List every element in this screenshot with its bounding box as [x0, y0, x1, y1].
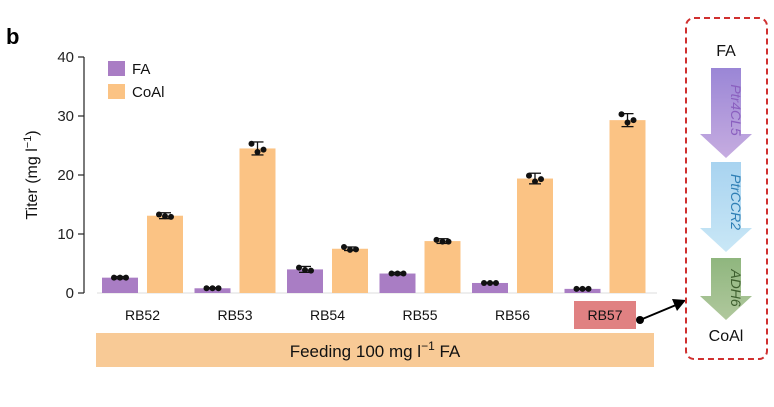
- replicate-point: [248, 140, 255, 147]
- replicate-point: [400, 270, 407, 277]
- replicate-point: [168, 213, 174, 220]
- category-label-rb52: RB52: [125, 307, 160, 323]
- replicate-point: [388, 270, 395, 277]
- feeding-label-sup: −1: [421, 339, 435, 353]
- category-label-rb55: RB55: [402, 307, 437, 323]
- connector-arrowhead: [672, 299, 686, 311]
- y-tick-label: 40: [57, 49, 74, 66]
- bar-coal-rb52: [147, 215, 183, 293]
- highlight-box-rb57: [574, 301, 636, 329]
- replicate-point: [353, 246, 359, 253]
- bar-fa-rb55: [379, 273, 416, 293]
- replicate-point: [433, 236, 440, 243]
- connector-line: [639, 304, 677, 321]
- replicate-point: [526, 172, 532, 179]
- y-axis-title: Titer (mg l−1): [22, 130, 41, 219]
- bar-fa-rb52: [102, 277, 138, 293]
- feeding-band: [96, 333, 654, 367]
- y-tick-label: 0: [66, 285, 74, 302]
- bar-coal-rb55: [424, 241, 461, 293]
- category-label-rb53: RB53: [217, 307, 252, 323]
- replicate-point: [347, 246, 353, 253]
- replicate-point: [579, 285, 586, 292]
- pathway-substrate: FA: [716, 43, 736, 60]
- replicate-point: [618, 111, 625, 118]
- y-tick-label: 30: [57, 108, 74, 125]
- axes: 0 10 20 30 40: [57, 49, 657, 302]
- replicate-point: [445, 238, 452, 245]
- legend-label-coal: CoAl: [132, 84, 165, 101]
- replicate-point: [296, 264, 302, 271]
- replicate-point: [585, 285, 592, 292]
- bar-coal-rb56: [517, 178, 553, 293]
- legend-label-fa: FA: [132, 61, 150, 78]
- pathway-arrow-2: [700, 162, 752, 252]
- pathway-arrow-3: [700, 258, 752, 320]
- bars: [102, 120, 646, 293]
- pathway-step-3: ADH6: [700, 258, 752, 320]
- replicate-point: [573, 285, 580, 292]
- legend: FA CoAl: [108, 61, 165, 101]
- category-label-rb56: RB56: [495, 307, 530, 323]
- bar-coal-rb53: [239, 148, 276, 293]
- replicate-point: [538, 176, 544, 183]
- replicate-point: [532, 178, 538, 185]
- replicate-point: [209, 285, 216, 292]
- replicate-point: [203, 285, 210, 292]
- replicate-point: [260, 146, 267, 153]
- replicate-point: [123, 274, 129, 281]
- y-axis-title-end: ): [24, 130, 41, 135]
- pathway-product: CoAl: [709, 328, 744, 345]
- pathway-step-2: PtrCCR2: [700, 162, 752, 252]
- replicate-point: [394, 270, 401, 277]
- feeding-label-main: Feeding 100 mg l: [290, 342, 421, 361]
- replicate-point: [624, 119, 631, 126]
- replicate-point: [111, 274, 117, 281]
- panel-label: b: [6, 24, 19, 49]
- replicate-point: [439, 238, 446, 245]
- pathway-step-1: Ptr4CL5: [700, 68, 752, 158]
- y-tick-label: 10: [57, 226, 74, 243]
- category-label-rb54: RB54: [310, 307, 345, 323]
- y-tick-label: 20: [57, 167, 74, 184]
- feeding-label: Feeding 100 mg l−1 FA: [290, 339, 461, 361]
- replicate-point: [302, 266, 308, 273]
- feeding-label-end: FA: [435, 342, 461, 361]
- replicate-point: [341, 243, 347, 250]
- legend-swatch-coal: [108, 84, 125, 99]
- bar-coal-rb54: [332, 248, 368, 293]
- replicate-point: [156, 211, 162, 218]
- bar-coal-rb57: [609, 120, 646, 293]
- category-label-rb57: RB57: [587, 307, 622, 323]
- category-labels: RB52 RB53 RB54 RB55 RB56 RB57: [125, 301, 636, 329]
- replicate-point: [481, 279, 487, 286]
- replicate-point: [308, 267, 314, 274]
- pathway-arrow-1: [700, 68, 752, 158]
- replicate-point: [487, 279, 493, 286]
- bar-fa-rb56: [472, 282, 508, 293]
- y-axis-title-main: Titer (mg l: [24, 148, 41, 219]
- replicate-point: [254, 148, 261, 155]
- replicate-point: [215, 285, 222, 292]
- replicate-point: [630, 117, 637, 124]
- error-bars: [111, 111, 637, 292]
- connector-dot: [636, 316, 644, 324]
- replicate-point: [117, 274, 123, 281]
- enzyme-label-1: Ptr4CL5: [728, 84, 744, 136]
- enzyme-label-3: ADH6: [728, 268, 744, 307]
- enzyme-label-2: PtrCCR2: [728, 174, 744, 230]
- replicate-point: [493, 279, 499, 286]
- y-axis-title-sup: −1: [22, 136, 34, 149]
- legend-swatch-fa: [108, 61, 125, 76]
- pathway-box: [685, 17, 768, 360]
- replicate-point: [162, 213, 168, 220]
- bar-fa-rb54: [287, 269, 323, 293]
